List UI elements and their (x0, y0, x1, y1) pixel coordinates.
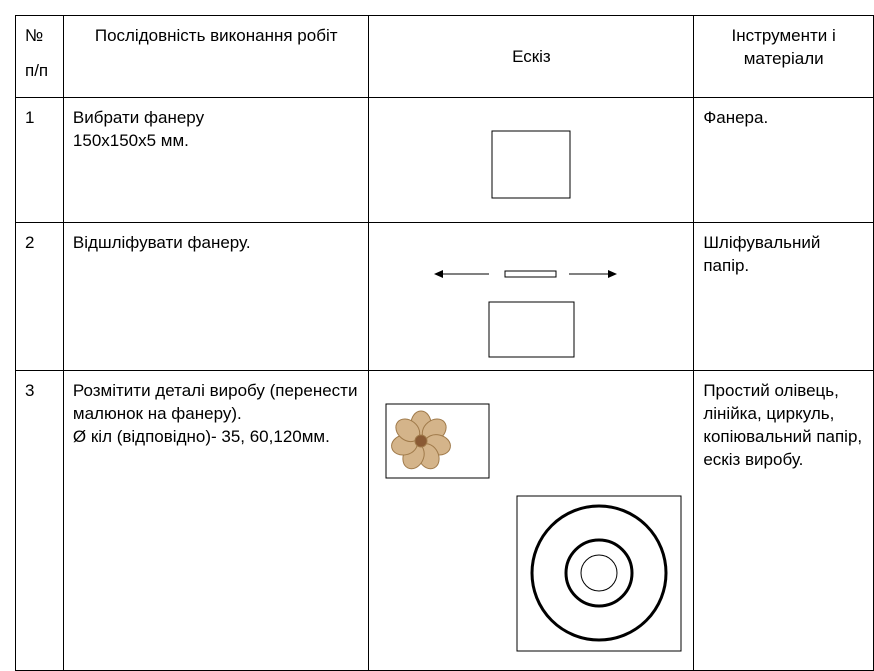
row: 2 Відшліфувати фанеру. Шліфувальний папі… (15, 222, 874, 371)
cell: 1 (15, 97, 64, 223)
sketch (434, 270, 618, 358)
header-cell: п/п (25, 61, 49, 80)
cell: Фанера. (693, 97, 874, 223)
sketch (491, 130, 571, 199)
sketch (385, 403, 682, 652)
table: № п/п Послідовність виконання робіт Ескі… (15, 15, 874, 671)
cell: 3 (15, 370, 64, 671)
sketch-cell (368, 370, 695, 671)
row: 3 Розмітити деталі виробу (перенести мал… (15, 370, 874, 671)
text-line: Ø кіл (відповідно)- 35, 60,120мм. (72, 427, 330, 446)
cell: 2 (15, 222, 64, 371)
header-cell: Послідовність виконання робіт (62, 15, 370, 98)
cell: Вибрати фанеру 150х150х5 мм. (62, 97, 370, 223)
cell: Розмітити деталі виробу (перенести малюн… (62, 370, 370, 671)
header-cell: Інструменти і матеріали (693, 15, 874, 98)
cell: Відшліфувати фанеру. (62, 222, 370, 371)
text-line: 150х150х5 мм. (72, 131, 189, 150)
sketch-cell (368, 97, 695, 223)
header-cell: Ескіз (368, 15, 695, 98)
text-line: Вибрати фанеру (72, 108, 205, 127)
header-cell: № (25, 26, 44, 45)
text-line: Відшліфувати фанеру. (72, 233, 251, 252)
text-line: Розмітити деталі виробу (перенести малюн… (72, 381, 358, 423)
page: № п/п Послідовність виконання робіт Ескі… (15, 15, 874, 671)
row: 1 Вибрати фанеру 150х150х5 мм. Фанера. (15, 97, 874, 223)
header-row: № п/п Послідовність виконання робіт Ескі… (15, 15, 874, 98)
sketch-cell (368, 222, 695, 371)
cell: Простий олівець, лінійка, циркуль, копію… (693, 370, 874, 671)
cell: Шліфувальний папір. (693, 222, 874, 371)
